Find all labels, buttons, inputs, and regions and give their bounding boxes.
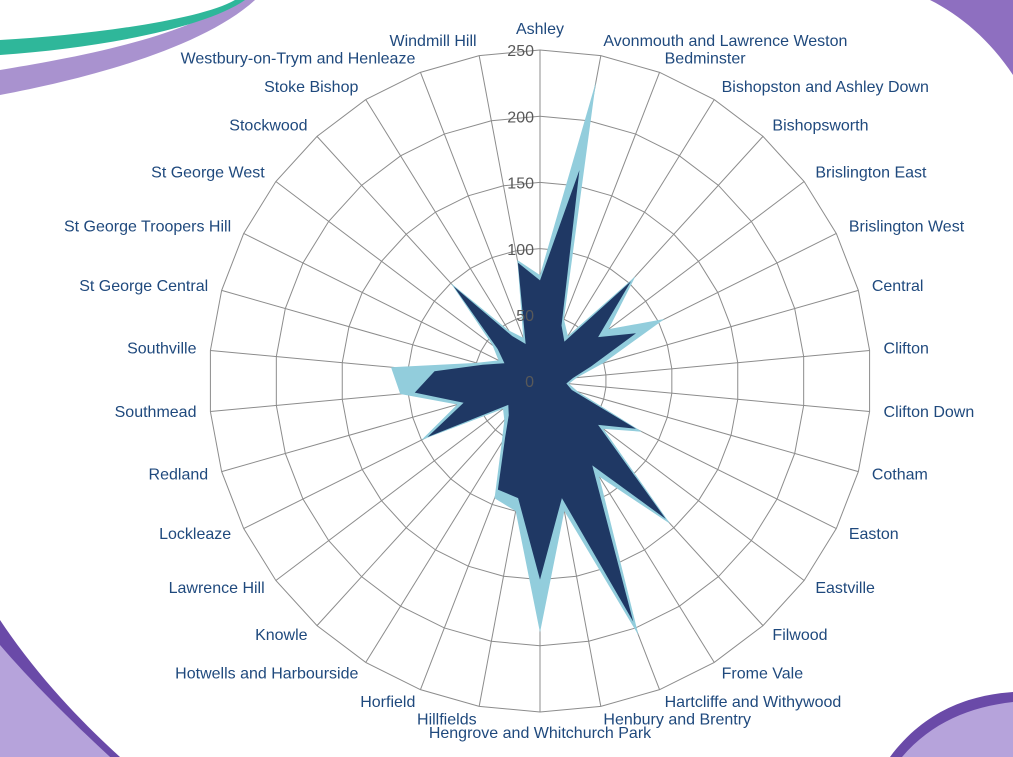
- tick-label: 150: [507, 176, 534, 193]
- spoke: [539, 99, 715, 382]
- category-label: Bishopston and Ashley Down: [722, 79, 929, 96]
- spoke: [539, 349, 870, 382]
- category-label: St George Troopers Hill: [64, 218, 231, 235]
- category-label: Eastville: [815, 580, 875, 597]
- category-label: Hengrove and Whitchurch Park: [429, 725, 652, 742]
- category-label: Brislington West: [849, 218, 965, 235]
- category-label: Westbury-on-Trym and Henleaze: [181, 51, 416, 68]
- category-label: Hotwells and Harbourside: [175, 666, 358, 683]
- category-label: Filwood: [772, 627, 827, 644]
- spoke: [539, 380, 859, 473]
- tick-label: 200: [507, 109, 534, 126]
- category-label: Easton: [849, 526, 899, 543]
- tick-label: 100: [507, 242, 534, 259]
- category-label: Bedminster: [665, 51, 747, 68]
- category-label: St George West: [151, 164, 265, 181]
- category-label: Horfield: [360, 694, 415, 711]
- spoke: [539, 380, 870, 413]
- category-label: Stoke Bishop: [264, 79, 358, 96]
- category-label: Cotham: [872, 467, 928, 484]
- spoke: [419, 72, 541, 382]
- series-area: [414, 170, 666, 622]
- category-label: Ashley: [516, 21, 564, 38]
- category-label: Bishopsworth: [772, 117, 868, 134]
- category-label: Knowle: [255, 627, 308, 644]
- category-label: Lawrence Hill: [169, 580, 265, 597]
- category-label: Frome Vale: [722, 666, 804, 683]
- category-label: Southville: [127, 340, 196, 357]
- category-label: Windmill Hill: [389, 33, 476, 50]
- tick-label: 0: [525, 374, 534, 391]
- category-label: Clifton Down: [884, 404, 975, 421]
- tick-label: 50: [516, 308, 534, 325]
- category-label: St George Central: [79, 278, 208, 295]
- category-label: Stockwood: [229, 117, 307, 134]
- category-label: Redland: [149, 467, 209, 484]
- category-label: Henbury and Brentry: [603, 711, 751, 728]
- category-label: Hillfields: [417, 711, 477, 728]
- spoke: [275, 380, 541, 581]
- category-label: Central: [872, 278, 924, 295]
- plot-area: [391, 81, 671, 636]
- tick-label: 250: [507, 43, 534, 60]
- spoke: [243, 233, 541, 382]
- category-label: Hartcliffe and Withywood: [665, 694, 842, 711]
- category-label: Brislington East: [815, 164, 927, 181]
- category-label: Clifton: [884, 340, 929, 357]
- category-label: Avonmouth and Lawrence Weston: [603, 33, 847, 50]
- category-label: Southmead: [115, 404, 197, 421]
- category-label: Lockleaze: [159, 526, 231, 543]
- labels: 0 50 100 150 200 250 Ashley Avonmouth and Lawre…: [64, 21, 974, 742]
- spoke: [316, 380, 541, 626]
